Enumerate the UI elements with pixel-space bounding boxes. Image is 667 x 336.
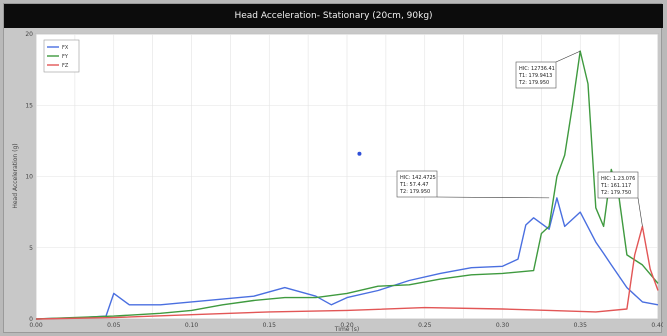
- x-tick-label: 0.05: [107, 322, 121, 329]
- annotation-leader: [436, 196, 550, 199]
- annotation-leader: [637, 197, 643, 227]
- y-tick-label: 0: [29, 316, 33, 323]
- x-axis-label: Time (s): [334, 326, 359, 333]
- annotation-leader: [555, 50, 581, 63]
- marker-point: [357, 151, 362, 156]
- y-tick-label: 15: [25, 102, 33, 109]
- chart-frame: Head Acceleration- Stationary (20cm, 90k…: [3, 3, 663, 333]
- y-tick-label: 5: [29, 245, 33, 252]
- series-line-fy: [35, 50, 659, 320]
- y-axis-label: Head Acceleration (g): [12, 143, 19, 208]
- line-chart: 0.00 0.05 0.10 0.15 0.20 0.25 0.30 0.35 0.40 0 5 1…: [12, 31, 663, 333]
- x-tick-label: 0.40: [651, 322, 663, 329]
- x-tick-label: 0.00: [29, 322, 43, 329]
- legend-label: FZ: [62, 63, 69, 69]
- legend-label: FY: [62, 54, 69, 60]
- x-tick-label: 0.15: [263, 322, 277, 329]
- series-lines: [35, 50, 659, 320]
- legend: FX FY FZ: [43, 39, 80, 73]
- annotation-text: T1: 161.117: [600, 183, 631, 189]
- grid: [35, 33, 659, 320]
- annotation-text: T1: 179.9413: [518, 73, 552, 79]
- annotation-text: HIC: 12736.41: [519, 66, 555, 72]
- annotation-box: [396, 170, 438, 198]
- legend-label: FX: [62, 45, 69, 51]
- x-axis: 0.00 0.05 0.10 0.15 0.20 0.25 0.30 0.35 0.40: [29, 322, 663, 329]
- annotation-text: T2: 179.950: [518, 80, 549, 86]
- x-tick-label: 0.10: [185, 322, 199, 329]
- y-axis: 0 5 10 15 20: [25, 31, 33, 323]
- annotation-text: HIC: 1.23.076: [601, 176, 635, 182]
- x-tick-label: 0.30: [496, 322, 510, 329]
- annotation-box: [597, 171, 639, 199]
- annotation-text: HIC: 142.4725: [400, 175, 436, 181]
- x-tick-label: 0.35: [574, 322, 588, 329]
- annotation-text: T2: 179.950: [399, 189, 430, 195]
- y-tick-label: 10: [25, 174, 33, 181]
- x-tick-label: 0.25: [418, 322, 432, 329]
- series-line-fx: [35, 197, 659, 320]
- annotation-box: [515, 61, 557, 89]
- annotation-text: T1: 57.4.47: [399, 182, 429, 188]
- series-line-fz: [35, 225, 659, 320]
- x-tick-label: 0.20: [340, 322, 354, 329]
- chart-title: Head Acceleration- Stationary (20cm, 90k…: [4, 4, 663, 28]
- annotation-text: T2: 179.750: [600, 190, 631, 196]
- y-tick-label: 20: [25, 31, 33, 38]
